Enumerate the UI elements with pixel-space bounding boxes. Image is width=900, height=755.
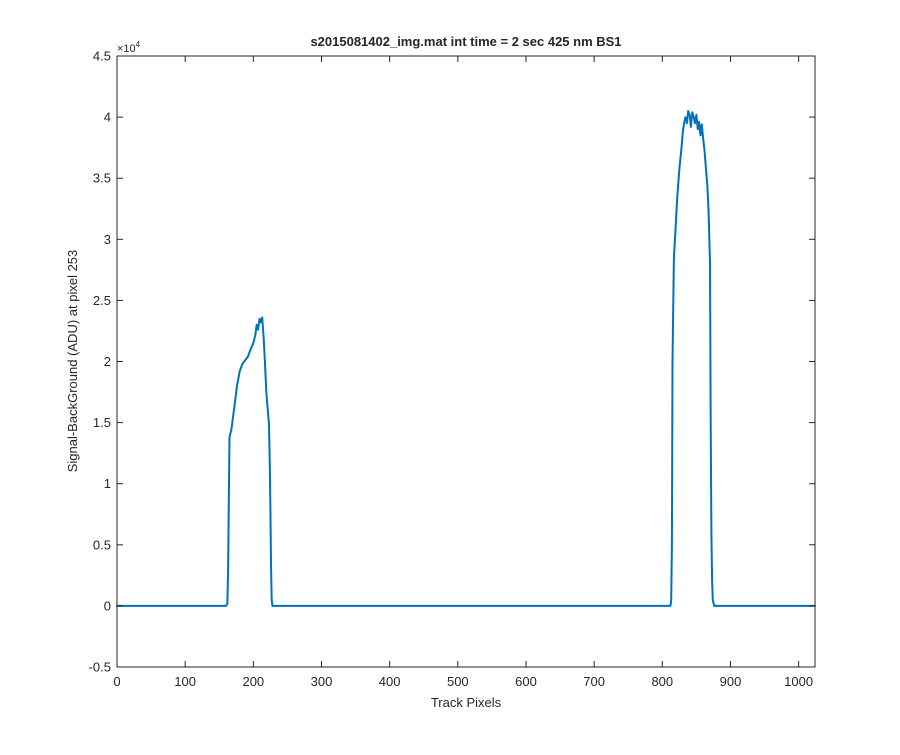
x-tick-label: 100	[174, 674, 196, 689]
y-tick-label: 2.5	[93, 293, 111, 308]
series-layer	[116, 110, 816, 607]
y-tick-label: 1.5	[93, 415, 111, 430]
x-tick-label: 700	[583, 674, 605, 689]
y-tick-label: 0	[104, 598, 111, 613]
y-tick-label: 0.5	[93, 537, 111, 552]
x-axis-label: Track Pixels	[431, 695, 502, 710]
y-exponent-power: 4	[136, 40, 141, 49]
x-tick-label: 1000	[784, 674, 813, 689]
series-line	[116, 110, 816, 607]
plot-area	[117, 56, 815, 667]
y-tick-label: 1	[104, 476, 111, 491]
x-tick-label: 600	[515, 674, 537, 689]
x-tick-label: 900	[720, 674, 742, 689]
axes-box	[116, 55, 816, 668]
x-tick-label: 800	[651, 674, 673, 689]
y-tick-label: 4.5	[93, 49, 111, 64]
x-tick-label: 200	[242, 674, 264, 689]
y-axis-label: Signal-BackGround (ADU) at pixel 253	[65, 250, 80, 473]
x-tick-label: 400	[379, 674, 401, 689]
y-tick-label: 3.5	[93, 171, 111, 186]
y-tick-label: 3	[104, 232, 111, 247]
y-exponent-base: ×10	[117, 43, 136, 55]
y-exponent-label: ×104	[117, 40, 141, 55]
chart-title: s2015081402_img.mat int time = 2 sec 425…	[310, 34, 621, 49]
y-tick-label: -0.5	[89, 660, 111, 675]
y-tick-label: 2	[104, 354, 111, 369]
x-tick-label: 500	[447, 674, 469, 689]
ticks-layer: 0 100 200 300 400 500 600 700 800 900 1000-0.500.5…	[89, 49, 815, 689]
x-tick-label: 300	[311, 674, 333, 689]
x-tick-label: 0	[113, 674, 120, 689]
y-tick-label: 4	[104, 110, 111, 125]
